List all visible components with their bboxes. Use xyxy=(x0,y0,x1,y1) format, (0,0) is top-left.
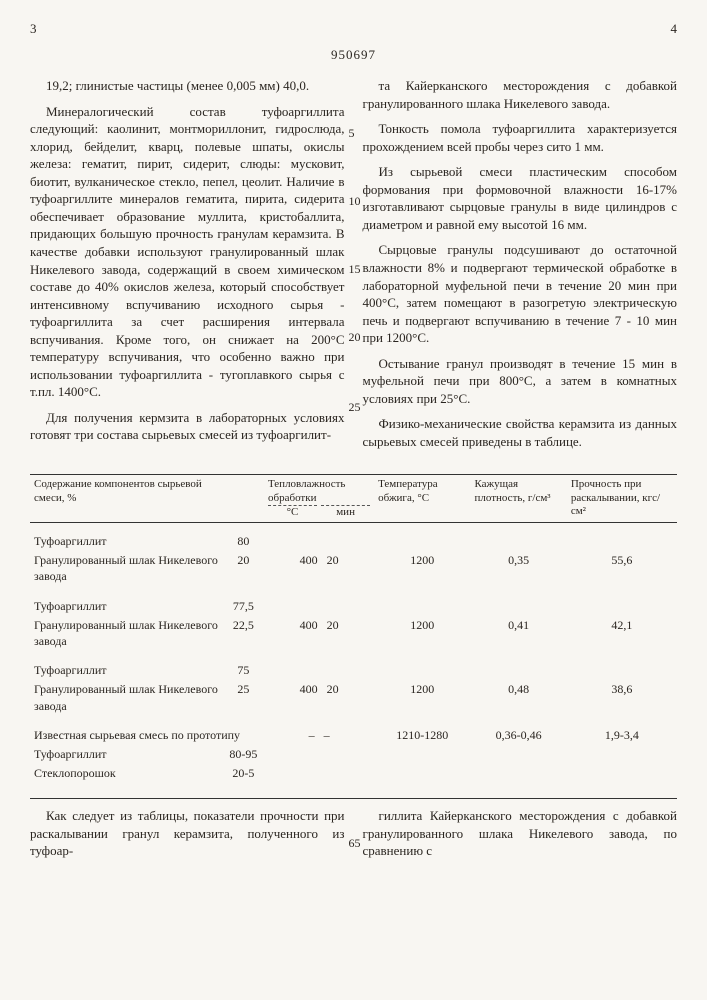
line-marker-5: 5 xyxy=(349,125,355,141)
line-marker-10: 10 xyxy=(349,193,361,209)
th-heat: Тепловлажность обработки °С мин xyxy=(264,475,374,523)
th-strength: Прочность при раскалывании, кгс/см² xyxy=(567,475,677,523)
th-heat-c: °С xyxy=(268,505,317,519)
footer-columns: Как следует из таблицы, показатели прочн… xyxy=(30,807,677,860)
left-para-1: 19,2; глинистые частицы (менее 0,005 мм)… xyxy=(30,77,345,95)
footer-left-para: Как следует из таблицы, показатели прочн… xyxy=(30,807,345,860)
table-row: Стеклопорошок20-5 xyxy=(30,765,677,784)
properties-table: Содержание компонентов сырьевой смеси, %… xyxy=(30,474,677,784)
line-marker-15: 15 xyxy=(349,261,361,277)
table-row: Туфоаргиллит80 xyxy=(30,523,677,553)
page-num-right: 4 xyxy=(671,20,678,38)
table-row: Гранулированный шлак Никелевого завода25… xyxy=(30,681,677,716)
table-row: Гранулированный шлак Никелевого завода20… xyxy=(30,552,677,587)
right-column: 5 10 15 20 25 та Кайерканского месторожд… xyxy=(363,77,678,458)
table-row: Гранулированный шлак Никелевого завода22… xyxy=(30,617,677,652)
table-row: Туфоаргиллит75 xyxy=(30,652,677,681)
right-para-2: Тонкость помола туфоаргиллита характериз… xyxy=(363,120,678,155)
table-row: Известная сырьевая смесь по прототипу – … xyxy=(30,717,677,746)
page-number-row: 3 4 xyxy=(30,20,677,38)
th-heat-min: мин xyxy=(321,505,370,519)
right-para-5: Остывание гранул производят в течение 15… xyxy=(363,355,678,408)
left-para-3: Для получения кермзита в лабораторных ус… xyxy=(30,409,345,444)
table-row: Туфоаргиллит77,5 xyxy=(30,588,677,617)
th-components: Содержание компонентов сырьевой смеси, % xyxy=(30,475,223,523)
footer-right-para: гиллита Кайерканского месторождения с до… xyxy=(363,807,678,860)
right-para-4: Сырцовые гранулы подсушивают до остаточн… xyxy=(363,241,678,346)
right-para-3: Из сырьевой смеси пластическим способом … xyxy=(363,163,678,233)
footer-right: 65 гиллита Кайерканского месторождения с… xyxy=(363,807,678,860)
body-columns: 19,2; глинистые частицы (менее 0,005 мм)… xyxy=(30,77,677,458)
left-column: 19,2; глинистые частицы (менее 0,005 мм)… xyxy=(30,77,345,458)
table-body: Туфоаргиллит80 Гранулированный шлак Нике… xyxy=(30,523,677,785)
th-temp: Температура обжига, °С xyxy=(374,475,470,523)
th-pct xyxy=(223,475,264,523)
document-number: 950697 xyxy=(30,46,677,64)
left-para-2: Минералогический состав туфоаргиллита сл… xyxy=(30,103,345,401)
table-row: Туфоаргиллит80-95 xyxy=(30,746,677,765)
line-marker-20: 20 xyxy=(349,329,361,345)
right-para-1: та Кайерканского месторождения с добавко… xyxy=(363,77,678,112)
line-marker-25: 25 xyxy=(349,399,361,415)
right-para-6: Физико-механические свойства керамзита и… xyxy=(363,415,678,450)
th-density: Кажущая плотность, г/см³ xyxy=(470,475,566,523)
line-marker-65: 65 xyxy=(349,835,361,851)
footer-left: Как следует из таблицы, показатели прочн… xyxy=(30,807,345,860)
page-num-left: 3 xyxy=(30,20,37,38)
